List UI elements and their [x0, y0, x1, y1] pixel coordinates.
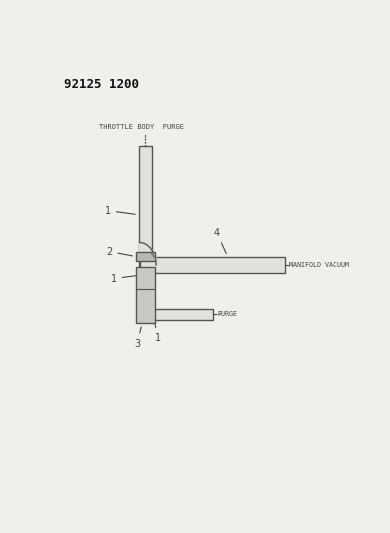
Polygon shape [151, 254, 154, 257]
Text: 2: 2 [106, 247, 133, 256]
Text: 1: 1 [105, 206, 135, 215]
Text: PURGE: PURGE [217, 311, 238, 317]
Bar [154, 309, 213, 320]
Text: MANIFOLD VACUUM: MANIFOLD VACUUM [289, 262, 349, 268]
Bar [140, 146, 151, 271]
Bar [140, 257, 285, 273]
Bar [136, 252, 155, 261]
Text: 92125 1200: 92125 1200 [64, 78, 139, 91]
Bar [136, 266, 154, 324]
Polygon shape [140, 243, 156, 265]
Text: 4: 4 [214, 228, 226, 254]
Text: 3: 3 [134, 327, 141, 349]
Text: THROTTLE BODY  PURGE: THROTTLE BODY PURGE [99, 124, 184, 131]
Text: 1: 1 [111, 273, 136, 284]
Text: 1: 1 [154, 324, 161, 343]
